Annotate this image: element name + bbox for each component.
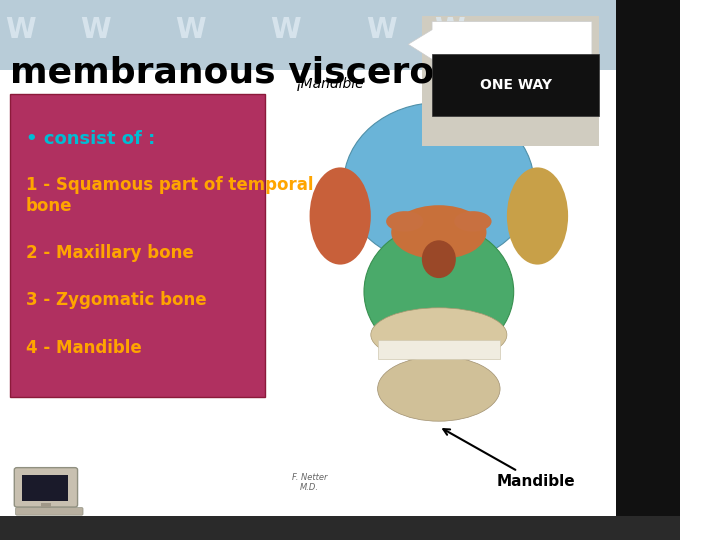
FancyBboxPatch shape	[377, 340, 500, 359]
Ellipse shape	[371, 308, 507, 362]
FancyBboxPatch shape	[10, 94, 266, 397]
Text: W: W	[271, 16, 301, 44]
Text: 4 - Mandible: 4 - Mandible	[26, 339, 142, 356]
Text: W: W	[366, 16, 396, 44]
Ellipse shape	[377, 356, 500, 421]
FancyBboxPatch shape	[432, 54, 599, 116]
Text: membranous viscerocranium: membranous viscerocranium	[10, 56, 600, 90]
Ellipse shape	[310, 167, 371, 265]
Text: F. Netter
M.D.: F. Netter M.D.	[292, 472, 328, 492]
Text: Mandible: Mandible	[444, 429, 575, 489]
Ellipse shape	[507, 167, 568, 265]
FancyBboxPatch shape	[0, 516, 680, 540]
FancyBboxPatch shape	[0, 0, 680, 70]
Ellipse shape	[386, 211, 423, 232]
Text: W: W	[175, 16, 206, 44]
Text: ONE WAY: ONE WAY	[480, 78, 552, 92]
FancyBboxPatch shape	[16, 508, 83, 515]
Ellipse shape	[343, 103, 534, 265]
Ellipse shape	[422, 240, 456, 278]
FancyBboxPatch shape	[422, 16, 599, 146]
Text: 2 - Maxillary bone: 2 - Maxillary bone	[26, 244, 194, 261]
FancyBboxPatch shape	[22, 475, 68, 501]
Text: 3 - Zygomatic bone: 3 - Zygomatic bone	[26, 291, 207, 309]
Text: • consist of :: • consist of :	[26, 130, 155, 147]
Text: W: W	[5, 16, 36, 44]
FancyBboxPatch shape	[0, 70, 616, 516]
Text: 1 - Squamous part of temporal
bone: 1 - Squamous part of temporal bone	[26, 176, 313, 215]
Text: W: W	[433, 16, 464, 44]
FancyBboxPatch shape	[41, 503, 51, 511]
Polygon shape	[408, 22, 592, 68]
FancyBboxPatch shape	[14, 468, 78, 507]
Ellipse shape	[391, 205, 487, 259]
Ellipse shape	[454, 211, 492, 232]
FancyBboxPatch shape	[616, 0, 680, 540]
FancyBboxPatch shape	[286, 76, 599, 497]
Text: ¡Mandible: ¡Mandible	[296, 77, 364, 91]
Text: W: W	[80, 16, 111, 44]
Ellipse shape	[364, 224, 513, 359]
